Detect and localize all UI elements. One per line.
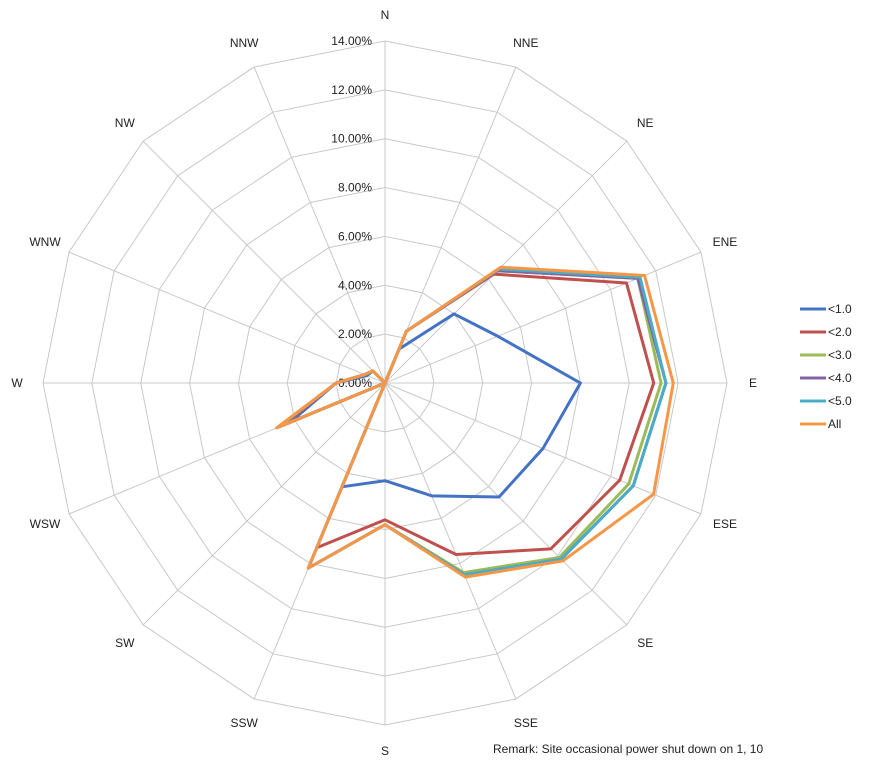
legend: <1.0 <2.0 <3.0 <4.0 <5.0 All	[800, 302, 852, 431]
direction-label: S	[381, 744, 389, 758]
direction-label: N	[381, 8, 390, 22]
direction-label: ESE	[713, 517, 737, 531]
grid-spoke	[68, 251, 386, 384]
remark-text: Remark: Site occasional power shut down …	[493, 742, 764, 756]
tick-label: 10.00%	[331, 132, 372, 146]
radial-tick-labels: 0.00%2.00%4.00%6.00%8.00%10.00%12.00%14.…	[331, 34, 372, 390]
direction-labels: N NNE NE ENE E ESE SE SSE S SSW SW WSW W WNW NW NNW	[11, 8, 757, 758]
series-line	[277, 269, 663, 575]
legend-label: All	[828, 417, 841, 431]
legend-label: <3.0	[828, 348, 852, 362]
direction-label: SW	[115, 636, 135, 650]
direction-label: W	[11, 376, 23, 390]
legend-label: <1.0	[828, 302, 852, 316]
tick-label: 14.00%	[331, 34, 372, 48]
tick-label: 8.00%	[338, 181, 372, 195]
direction-label: WNW	[29, 235, 61, 249]
grid-spoke	[384, 382, 628, 626]
tick-label: 12.00%	[331, 83, 372, 97]
legend-label: <4.0	[828, 371, 852, 385]
direction-label: NW	[115, 116, 136, 130]
legend-label: <5.0	[828, 394, 852, 408]
grid-spoke	[384, 140, 628, 384]
tick-label: 6.00%	[338, 229, 372, 243]
direction-label: NNE	[513, 36, 538, 50]
grid-spoke	[142, 140, 386, 384]
direction-label: E	[749, 376, 757, 390]
series-line	[275, 265, 675, 579]
tick-label: 4.00%	[338, 278, 372, 292]
direction-label: WSW	[30, 517, 61, 531]
direction-label: ENE	[713, 235, 738, 249]
grid-spoke	[142, 382, 386, 626]
direction-label: SE	[637, 636, 653, 650]
direction-label: SSW	[231, 716, 259, 730]
tick-label: 2.00%	[338, 327, 372, 341]
grid-spoke	[253, 66, 386, 384]
series-line	[281, 272, 656, 557]
data-series	[275, 265, 675, 579]
grid-spoke	[384, 382, 517, 700]
direction-label: SSE	[514, 716, 538, 730]
grid-spoke	[384, 251, 702, 384]
direction-label: NE	[637, 116, 654, 130]
direction-label: NNW	[230, 36, 259, 50]
legend-label: <2.0	[828, 325, 852, 339]
